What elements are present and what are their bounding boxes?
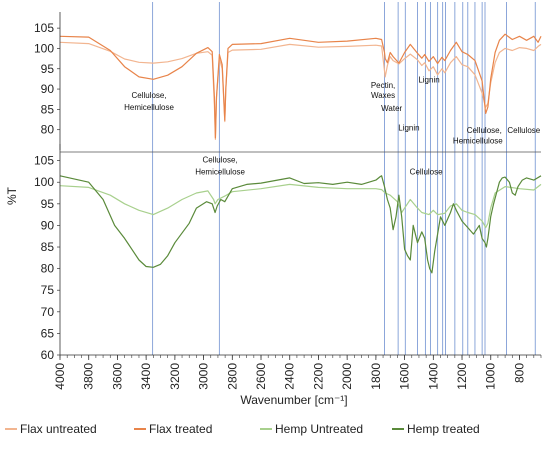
legend-label: Flax treated [149, 422, 212, 436]
x-tick-label: 2800 [225, 363, 239, 390]
annotation-label: Hemicellulose [124, 103, 174, 112]
annotation-label: Lignin [418, 76, 439, 85]
y-tick-label: 95 [41, 62, 55, 76]
series-line-flax-treated [59, 33, 542, 139]
legend-label: Hemp Untreated [275, 422, 363, 436]
x-axis-label: Wavenumber [cm⁻¹] [240, 393, 347, 407]
x-tick-label: 4000 [53, 363, 67, 390]
series-line-hemp-untreated [59, 183, 542, 229]
x-tick-label: 1600 [398, 363, 412, 390]
legend-item: Hemp treated [392, 422, 480, 436]
y-tick-label: 90 [41, 218, 55, 232]
y-tick-label: 65 [41, 326, 55, 340]
y-tick-label: 85 [41, 102, 55, 116]
y-tick-label: 60 [41, 348, 55, 362]
annotation-label: Hemicellulose [453, 137, 503, 146]
annotation-label: Cellulose [507, 126, 540, 135]
legend-item: Hemp Untreated [260, 422, 363, 436]
annotations-layer: Cellulose, Hemicellulose Pectin,Waxes Water… [124, 76, 541, 177]
series-layer [59, 33, 542, 274]
annotation-label: Cellulose [410, 167, 443, 176]
y-tick-label: 70 [41, 305, 55, 319]
legend-label: Hemp treated [407, 422, 480, 436]
y-tick-label: 90 [41, 82, 55, 96]
x-tick-label: 3600 [110, 363, 124, 390]
annotation-label: Cellulose, [131, 91, 166, 100]
x-tick-label: 3200 [168, 363, 182, 390]
annotation-label: Lignin [398, 124, 419, 133]
legend: Flax untreated Flax treated Hemp Untreated… [5, 422, 480, 436]
y-tick-label: 80 [41, 262, 55, 276]
x-tick-label: 3400 [139, 363, 153, 390]
annotation-label: Water [381, 104, 402, 113]
x-tick-label: 2600 [254, 363, 268, 390]
x-tick-label: 2200 [311, 363, 325, 390]
annotation-label: Cellulose, [467, 126, 502, 135]
annotation-label: Waxes [371, 91, 395, 100]
axes-layer: %T Wavenumber [cm⁻¹] 80 85 90 95 100 105 60 65 7… [5, 12, 542, 407]
annotation-label: Cellulose, [203, 155, 238, 164]
annotation-label: Hemicellulose [195, 167, 245, 176]
x-tick-label: 1000 [484, 363, 498, 390]
x-tick-label: 1400 [426, 363, 440, 390]
x-tick-label: 1800 [369, 363, 383, 390]
y-axis-label: %T [5, 186, 19, 205]
legend-item: Flax treated [134, 422, 212, 436]
x-tick-label: 1200 [455, 363, 469, 390]
y-tick-label: 105 [34, 21, 54, 35]
y-tick-label: 75 [41, 283, 55, 297]
x-tick-label: 2400 [283, 363, 297, 390]
x-tick-label: 2000 [340, 363, 354, 390]
x-tick-label: 3000 [197, 363, 211, 390]
annotation-label: Pectin, [371, 81, 395, 90]
y-tick-label: 100 [34, 175, 54, 189]
y-tick-label: 100 [34, 41, 54, 55]
y-tick-label: 80 [41, 123, 55, 137]
legend-item: Flax untreated [5, 422, 97, 436]
y-tick-label: 105 [34, 154, 54, 168]
reference-lines-layer [152, 2, 536, 355]
x-tick-label: 800 [512, 363, 526, 383]
series-line-hemp-treated [59, 175, 542, 274]
y-tick-label: 95 [41, 197, 55, 211]
x-tick-label: 3800 [82, 363, 96, 390]
y-tick-label: 85 [41, 240, 55, 254]
legend-label: Flax untreated [20, 422, 97, 436]
